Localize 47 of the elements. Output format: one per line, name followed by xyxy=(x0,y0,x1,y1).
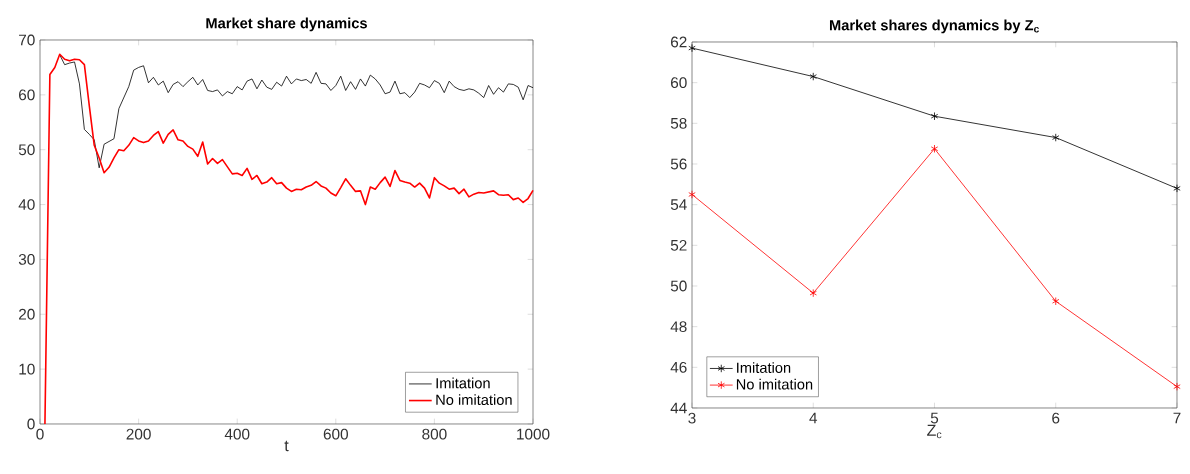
y-tick-label: 46 xyxy=(670,361,687,373)
chart-title: Market share dynamics xyxy=(206,17,367,32)
point xyxy=(1052,297,1060,306)
x-tick-label: 1000 xyxy=(517,428,550,440)
x-tick-label: 5 xyxy=(930,412,939,424)
y-tick-label: 40 xyxy=(18,199,35,210)
point xyxy=(809,288,817,298)
point xyxy=(1173,382,1181,391)
x-tick-label: 400 xyxy=(224,428,250,440)
y-tick-label: 48 xyxy=(670,321,687,333)
y-tick-label: 52 xyxy=(670,239,687,251)
y-tick-label: 60 xyxy=(19,89,35,101)
x-axis-title: Z$_{c}$ xyxy=(927,424,942,439)
y-tick-label: 58 xyxy=(670,117,687,129)
y-tick-label: 50 xyxy=(18,144,35,156)
y-tick-label: 62 xyxy=(671,36,687,48)
x-tick-label: 0 xyxy=(36,428,44,440)
x-tick-label: 6 xyxy=(1052,412,1060,424)
y-tick-label: 54 xyxy=(670,199,687,210)
y-tick-label: 50 xyxy=(670,280,687,292)
y-tick-label: 70 xyxy=(19,34,35,46)
point xyxy=(1052,133,1060,142)
x-tick-label: 800 xyxy=(422,428,447,440)
x-axis-title: t xyxy=(284,440,289,452)
y-tick-label: 30 xyxy=(18,253,35,265)
line-series xyxy=(59,54,534,169)
x-tick-label: 200 xyxy=(126,428,151,440)
legend-label: Imitation xyxy=(436,377,490,389)
point xyxy=(930,144,939,153)
y-tick-label: 56 xyxy=(670,158,687,170)
point xyxy=(930,112,939,121)
legend-label: No imitation xyxy=(436,394,512,406)
y-tick-label: 20 xyxy=(19,308,35,320)
y-tick-label: 44 xyxy=(670,402,687,414)
x-tick-label: 4 xyxy=(809,412,818,424)
point xyxy=(1173,184,1181,193)
y-tick-label: 10 xyxy=(19,363,35,375)
y-tick-label: 60 xyxy=(671,77,687,89)
x-tick-label: 7 xyxy=(1173,412,1181,424)
x-tick-label: 600 xyxy=(323,428,348,440)
legend-label: Imitation xyxy=(737,362,791,373)
x-tick-label: 3 xyxy=(688,412,696,424)
point xyxy=(688,190,696,199)
legend-label: No imitation xyxy=(736,378,813,390)
point xyxy=(688,43,696,53)
chart-title: Market shares dynamics by Z$_{c}$ xyxy=(829,19,1040,34)
point xyxy=(809,72,817,81)
